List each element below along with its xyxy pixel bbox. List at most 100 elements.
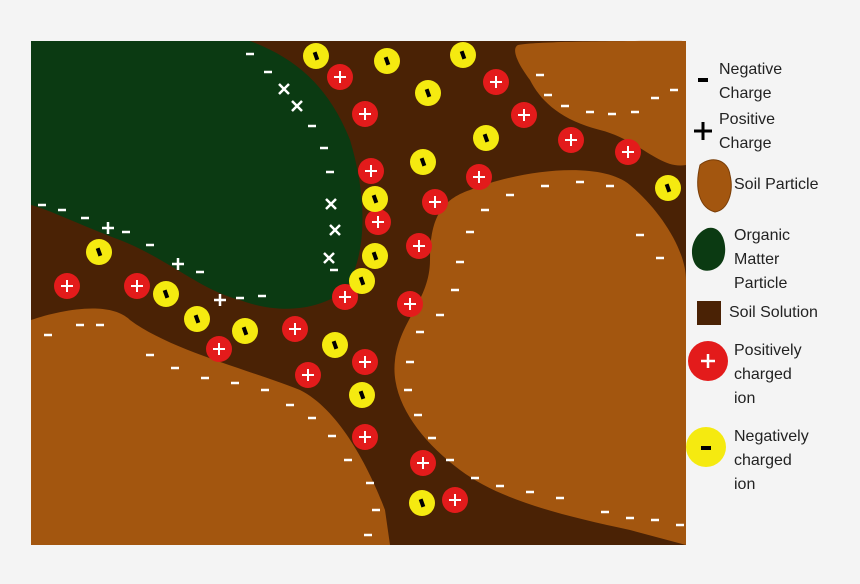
plus-sign — [359, 356, 371, 368]
negative-ion — [409, 490, 435, 516]
negative-ion — [349, 268, 375, 294]
negative-ion — [655, 175, 681, 201]
negative-charge-icon — [698, 78, 708, 82]
plus-sign — [417, 457, 429, 469]
positive-ion — [327, 64, 353, 90]
legend-label: Soil Solution — [729, 304, 818, 321]
plus-sign — [289, 323, 301, 335]
positive-ion — [295, 362, 321, 388]
minus-sign — [331, 340, 339, 350]
soil-particle-icon — [697, 159, 732, 213]
positive-charge — [329, 224, 341, 236]
negative-ion — [303, 43, 329, 69]
plus-sign — [131, 280, 143, 292]
plus-sign — [701, 354, 715, 368]
negative-ion — [184, 306, 210, 332]
plus-sign — [473, 171, 485, 183]
plus-sign — [359, 108, 371, 120]
negative-ion — [415, 80, 441, 106]
positive-charge — [291, 100, 303, 112]
negative-ion — [410, 149, 436, 175]
soil-particle — [515, 40, 686, 166]
positive-ion — [466, 164, 492, 190]
negative-ion — [362, 243, 388, 269]
positive-charge — [102, 222, 114, 234]
positive-ion — [332, 284, 358, 310]
positive-ion — [282, 316, 308, 342]
plus-sign — [334, 71, 346, 83]
positive-charge — [172, 258, 184, 270]
minus-sign — [424, 88, 432, 98]
minus-sign — [162, 289, 170, 299]
plus-sign — [213, 343, 225, 355]
plus-sign — [365, 165, 377, 177]
plus-sign — [413, 240, 425, 252]
organic-matter-particle — [31, 41, 363, 309]
positive-ion — [206, 336, 232, 362]
minus-sign — [241, 326, 249, 336]
minus-sign — [701, 446, 711, 450]
plus-sign — [518, 109, 530, 121]
positive-ion — [358, 158, 384, 184]
positive-ion — [558, 127, 584, 153]
negative-ion — [362, 186, 388, 212]
surface-charges — [38, 52, 684, 537]
negative-ion — [86, 239, 112, 265]
legend-label: Soil Particle — [734, 176, 819, 193]
plus-sign — [339, 291, 351, 303]
plus-sign — [622, 146, 634, 158]
positive-ion — [397, 291, 423, 317]
negative-ion — [232, 318, 258, 344]
plus-sign — [429, 196, 441, 208]
legend-label: Negatively charged ion — [734, 428, 809, 493]
positive-ion — [422, 189, 448, 215]
positive-charge — [214, 294, 226, 306]
positive-charge — [278, 83, 290, 95]
plus-sign — [490, 76, 502, 88]
minus-sign — [358, 276, 366, 286]
positive-charge-icon — [694, 122, 712, 140]
negative-ion — [450, 42, 476, 68]
negative-ion — [322, 332, 348, 358]
plus-sign — [61, 280, 73, 292]
minus-sign — [459, 50, 467, 60]
minus-sign — [383, 56, 391, 66]
plus-sign — [372, 216, 384, 228]
positive-ion — [54, 273, 80, 299]
legend-label: Organic Matter Particle — [734, 227, 790, 292]
minus-sign — [419, 157, 427, 167]
legend-label: Negative Charge — [719, 61, 782, 102]
positive-ion — [352, 349, 378, 375]
plus-sign — [302, 369, 314, 381]
minus-sign — [358, 390, 366, 400]
ions — [54, 42, 681, 516]
positive-ion — [352, 101, 378, 127]
soil-solution-icon — [697, 301, 721, 325]
minus-sign — [95, 247, 103, 257]
positive-ion — [352, 424, 378, 450]
negative-ion — [349, 382, 375, 408]
soil-particle — [394, 170, 686, 545]
minus-sign — [418, 498, 426, 508]
positive-ion — [124, 273, 150, 299]
positive-ion — [511, 102, 537, 128]
diagram-area — [31, 40, 686, 545]
plus-sign — [404, 298, 416, 310]
legend: Negative Charge Positive Charge Soil Parti… — [686, 61, 819, 493]
negative-ion — [374, 48, 400, 74]
positive-charge — [325, 198, 337, 210]
negative-ion — [473, 125, 499, 151]
minus-sign — [482, 133, 490, 143]
positive-ion — [365, 209, 391, 235]
positive-ion — [410, 450, 436, 476]
organic-matter-icon — [691, 227, 726, 271]
positive-ion — [406, 233, 432, 259]
legend-label: Positive Charge — [719, 111, 775, 152]
minus-sign — [193, 314, 201, 324]
positive-ion — [442, 487, 468, 513]
minus-sign — [664, 183, 672, 193]
plus-sign — [359, 431, 371, 443]
legend-label: Positively charged ion — [734, 342, 802, 407]
minus-sign — [371, 194, 379, 204]
